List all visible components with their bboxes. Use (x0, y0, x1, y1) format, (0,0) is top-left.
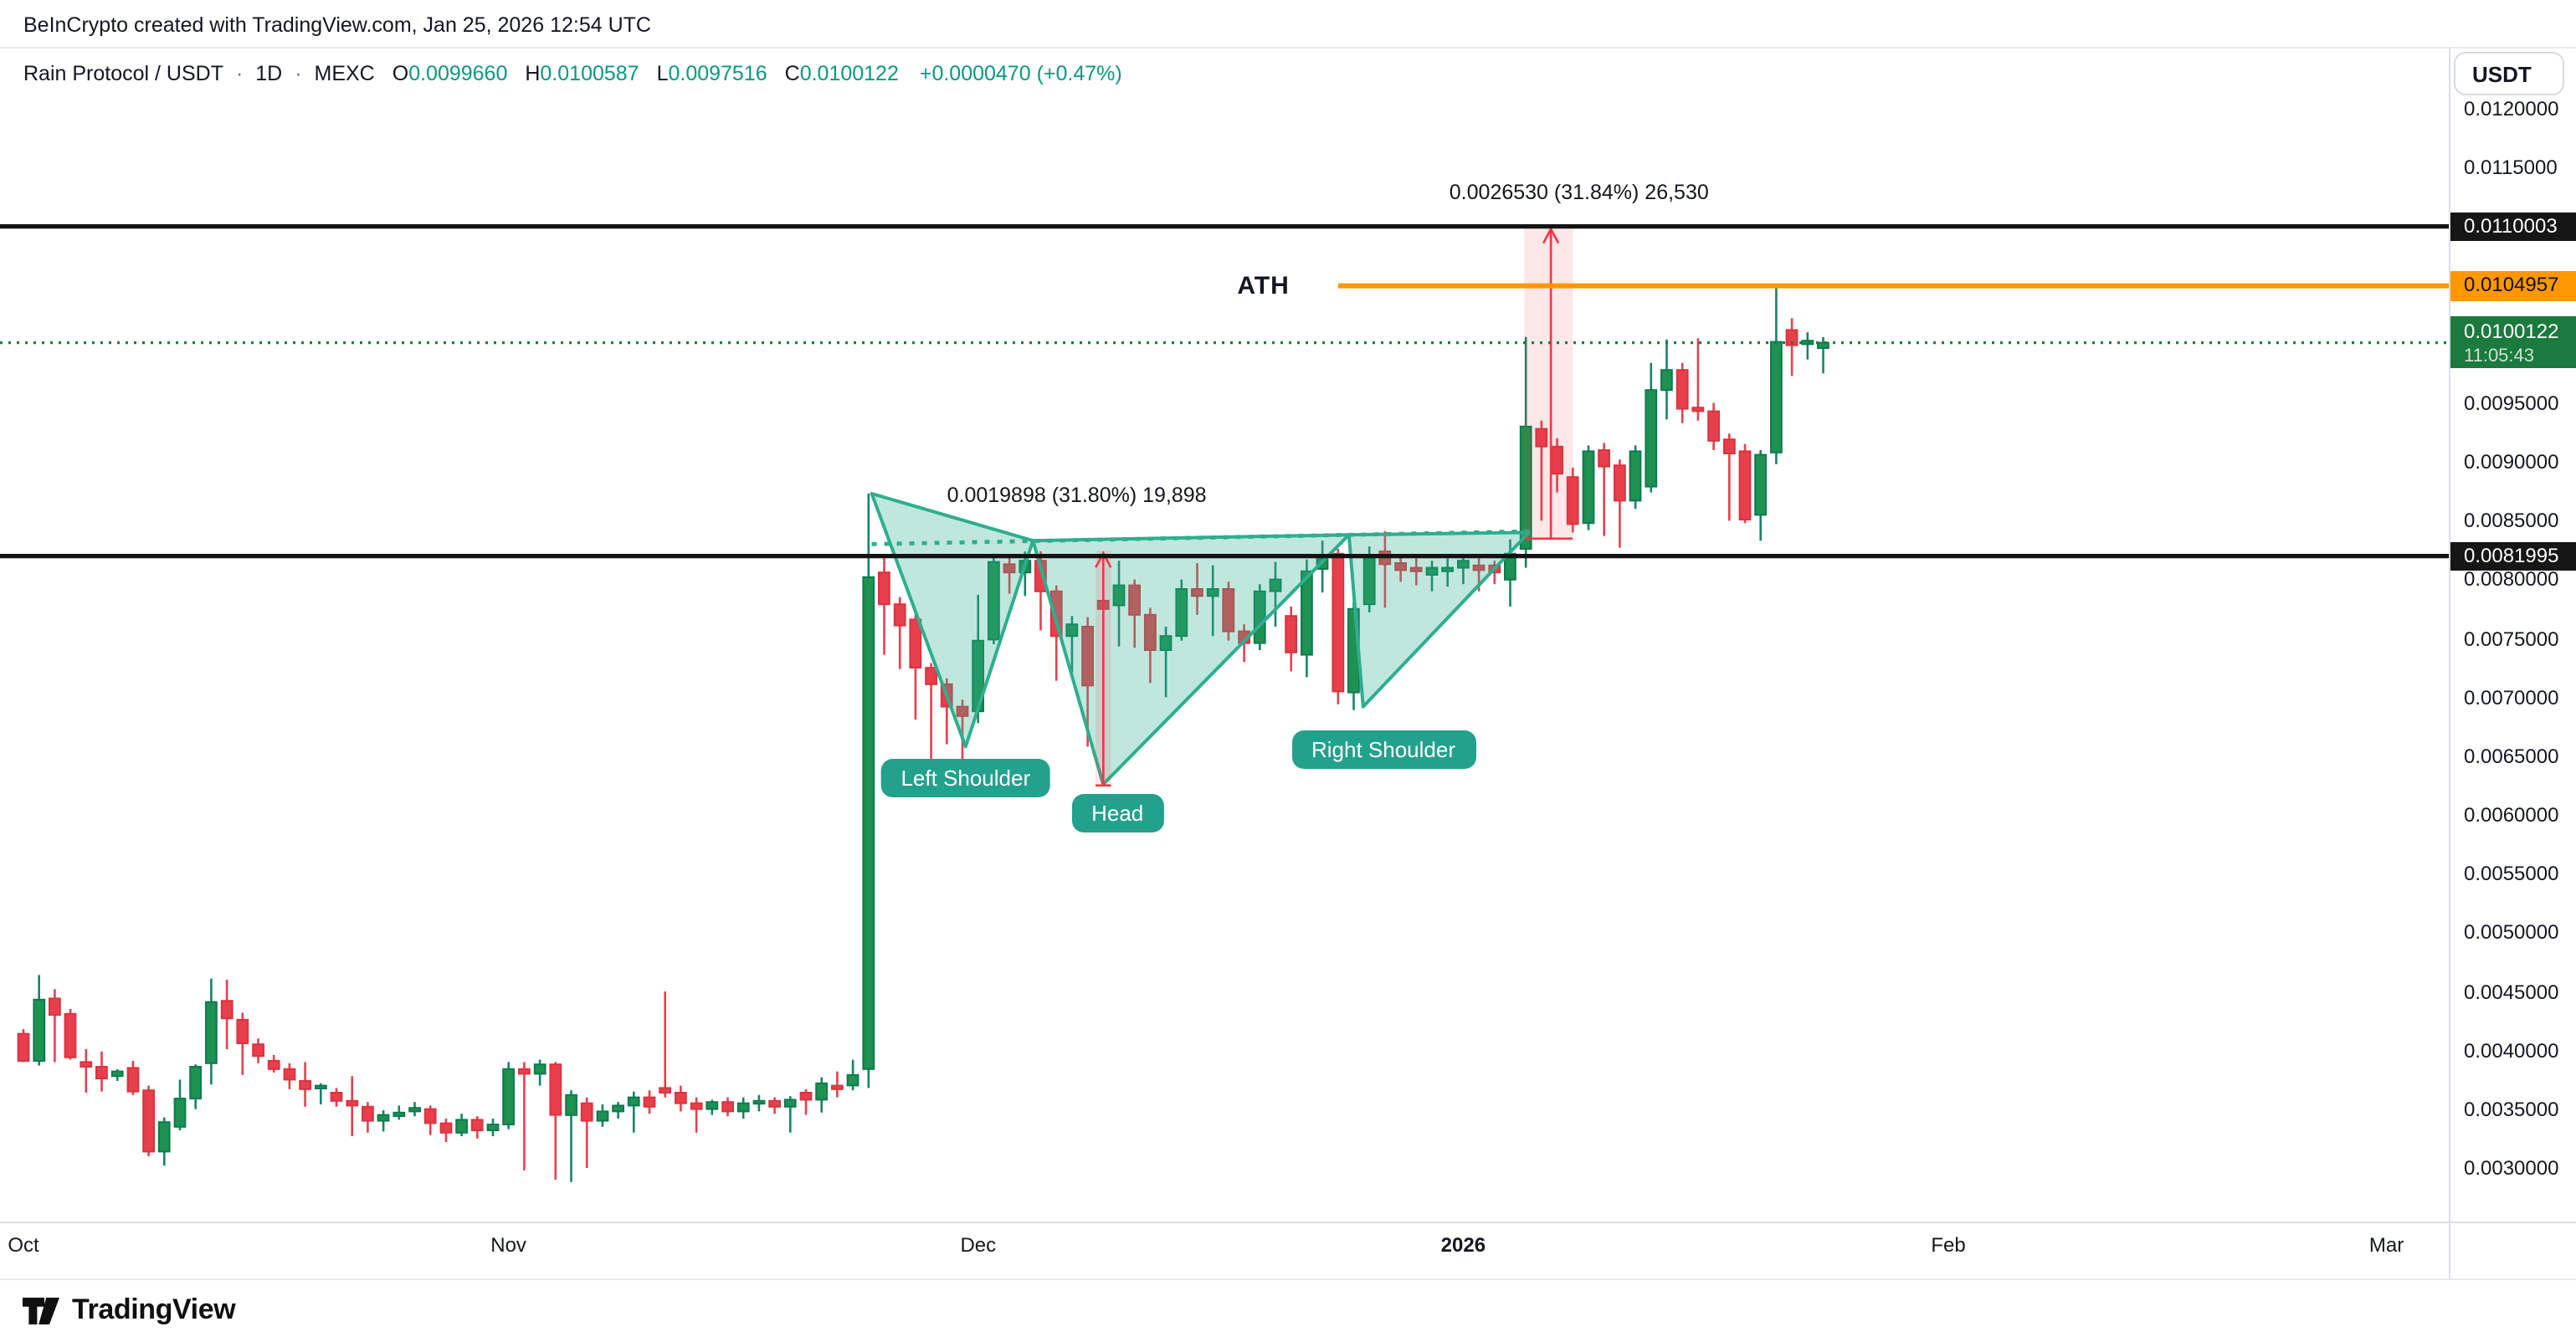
time-axis-label: Oct (8, 1233, 39, 1257)
brand-text: TradingView (72, 1293, 236, 1325)
breakout-target-measurement[interactable] (1524, 226, 1573, 540)
price-axis-label: 0.0080000 (2464, 567, 2559, 592)
price-axis-label: 0.0095000 (2464, 391, 2559, 415)
time-axis-label: Dec (960, 1233, 997, 1257)
price-badge-current: 0.0100122 11:05:43 (2450, 316, 2576, 369)
head-label[interactable]: Head (1071, 793, 1164, 832)
low-label: L (656, 62, 669, 85)
price-axis-label: 0.0120000 (2464, 97, 2559, 120)
left-shoulder-label[interactable]: Left Shoulder (880, 759, 1051, 798)
price-axis-label: 0.0045000 (2464, 980, 2559, 1003)
time-axis-label: Nov (490, 1233, 526, 1257)
low-value: 0.0097516 (668, 62, 767, 85)
right-shoulder-label[interactable]: Right Shoulder (1291, 730, 1475, 769)
time-axis-label: Feb (1931, 1233, 1966, 1257)
close-value: 0.0100122 (799, 62, 899, 85)
legend-separator: · (235, 62, 244, 85)
head-measure-label[interactable]: 0.0019898 (31.80%) 19,898 (947, 483, 1207, 506)
price-axis-label: 0.0035000 (2464, 1097, 2559, 1121)
symbol-title[interactable]: Rain Protocol / USDT (23, 62, 223, 85)
price-axis-label: 0.0075000 (2464, 627, 2559, 650)
price-axis-label: 0.0085000 (2464, 509, 2559, 533)
candlestick-series (17, 285, 1829, 1182)
ath-label[interactable]: ATH (1237, 271, 1290, 300)
price-axis-label: 0.0055000 (2464, 862, 2559, 886)
interval-label[interactable]: 1D (255, 62, 283, 85)
head-depth-measurement[interactable] (1095, 551, 1112, 787)
high-value: 0.0100587 (540, 62, 639, 85)
currency-button[interactable]: USDT (2454, 52, 2564, 95)
price-badge-ath: 0.0104957 (2450, 270, 2576, 301)
open-label: O (392, 62, 409, 85)
price-axis-divider (2449, 47, 2450, 1278)
price-badge-target: 0.0110003 (2450, 212, 2576, 241)
high-label: H (525, 62, 541, 85)
price-axis-label: 0.0040000 (2464, 1038, 2559, 1063)
change-value: +0.0000470 (+0.47%) (919, 62, 1122, 85)
open-value: 0.0099660 (408, 62, 508, 85)
exchange-label: MEXC (314, 62, 375, 85)
tradingview-logo-icon (23, 1297, 59, 1324)
current-price-value: 0.0100122 (2464, 320, 2559, 344)
attribution-text: BeInCrypto created with TradingView.com,… (23, 13, 651, 37)
time-axis-label: Mar (2368, 1233, 2404, 1257)
price-badge-neckline: 0.0081995 (2450, 541, 2576, 571)
legend-separator: · (295, 62, 302, 85)
price-axis-label: 0.0030000 (2464, 1156, 2559, 1180)
price-axis-label: 0.0115000 (2464, 156, 2558, 180)
price-axis-label: 0.0065000 (2464, 744, 2559, 768)
target-measure-label[interactable]: 0.0026530 (31.84%) 26,530 (1449, 181, 1709, 204)
footer-divider (0, 1278, 2576, 1280)
time-axis-divider (0, 1222, 2576, 1223)
tradingview-logo[interactable]: TradingView (22, 1293, 236, 1327)
price-axis-label: 0.0090000 (2464, 450, 2559, 474)
header-divider (0, 47, 2576, 49)
price-axis-label: 0.0060000 (2464, 803, 2559, 827)
close-label: C (784, 62, 800, 85)
countdown-timer: 11:05:43 (2464, 346, 2535, 367)
price-axis-label: 0.0050000 (2464, 920, 2559, 945)
price-axis-label: 0.0070000 (2464, 685, 2559, 709)
chart-legend: Rain Protocol / USDT · 1D · MEXC O0.0099… (23, 62, 1122, 85)
time-axis-label: 2026 (1440, 1233, 1486, 1257)
